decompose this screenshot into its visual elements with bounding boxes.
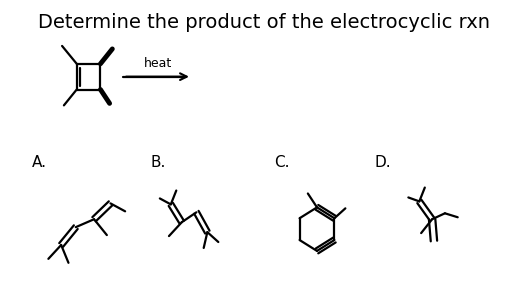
Text: heat: heat bbox=[144, 57, 172, 70]
Text: B.: B. bbox=[150, 155, 166, 170]
Text: D.: D. bbox=[374, 155, 391, 170]
Text: C.: C. bbox=[274, 155, 289, 170]
Text: Determine the product of the electrocyclic rxn: Determine the product of the electrocycl… bbox=[38, 13, 490, 32]
Text: A.: A. bbox=[32, 155, 47, 170]
